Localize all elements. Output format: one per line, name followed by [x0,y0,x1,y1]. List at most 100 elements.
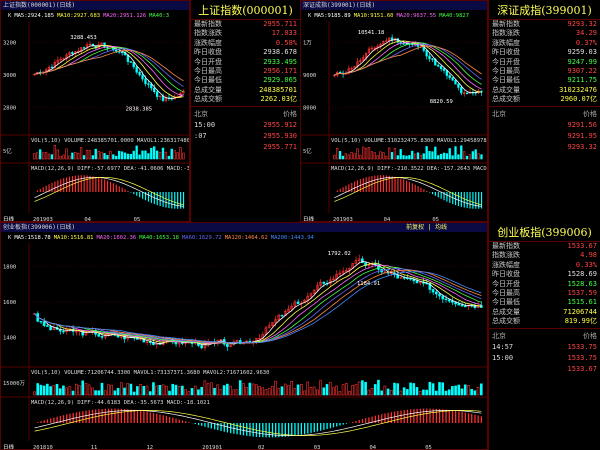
volume-bar [36,152,39,160]
volume-bar [190,388,194,396]
volume-bar [144,150,147,160]
candle [71,52,74,55]
candle [287,308,290,312]
quote-row: 昨日收盘 1528.69 [489,270,600,279]
volume-bar [71,152,74,160]
volume-bar [351,384,355,396]
y-axis-label: 1800 [3,265,16,271]
tick-price: 1533.75 [567,353,597,362]
quote-row: 今日开盘 2933.495 [191,58,300,67]
quote-label: 总成交量 [194,85,222,94]
candle [138,71,141,76]
quote-label: 总成交额 [492,317,520,326]
candle [444,298,448,301]
volume-bar [79,147,83,160]
volume-bar [33,153,36,160]
candle [100,42,103,46]
volume-bar [393,382,396,396]
volume-bar [431,151,434,160]
volume-bar [103,390,107,396]
candle [460,87,463,94]
volume-bar [306,381,310,396]
candle [120,51,124,54]
ma-line [334,45,482,76]
candle [148,341,152,343]
tick-price: 2955.930 [263,131,297,140]
low-price-label: 2838.385 [126,107,153,113]
chart-panel-chinext[interactable]: 创业板指(399006)(日线) 前复权 | 均线 K MA5:1518.78 MA1… [0,222,488,450]
quote-label: 今日最高 [194,66,222,75]
tick-time: 15:00 [194,120,216,129]
volume-bar [405,155,408,160]
volume-bar [182,152,185,160]
volume-bar [216,384,220,396]
volume-bar [39,149,42,160]
volume-bar [174,384,178,396]
candle [457,83,460,88]
volume-bar [357,381,361,396]
volume-bar [136,386,139,396]
candle [296,301,300,305]
volume-bar [245,387,248,396]
x-axis-label: 04 [84,217,91,222]
candle [141,74,144,80]
tick-list: 15:00 2955.912:07 2955.930 2955.771 [191,120,300,153]
volume-bar [434,146,437,160]
volume-bar [129,153,132,160]
volume-bar [283,383,287,396]
volume-bar [319,380,322,396]
volume-bar [177,386,181,396]
volume-bar [203,380,207,396]
quote-row: 涨跌幅度 0.37% [489,39,600,48]
volume-bar [361,380,364,396]
volume-bar [171,383,175,396]
quote-value: 2933.495 [263,57,297,66]
quote-value: 2938.678 [263,48,297,57]
y-axis-label: 1万 [303,40,312,47]
adjust-toggle[interactable]: 前复权 | 均线 [406,224,447,231]
volume-bar [119,382,123,396]
kline-chart-shenzhen[interactable]: K MA5:9185.89 MA10:9151.60 MA20:9637.55 MA40… [301,1,488,222]
volume-bar [97,390,101,396]
quote-label: 最新指数 [492,242,520,250]
quote-row: 指数涨跌 17.033 [191,29,300,38]
ma-line [334,38,482,94]
candle [454,302,457,305]
quote-value: 2955.711 [263,20,297,28]
volume-bar [232,389,236,396]
volume-bar [332,387,335,396]
kline-chart-shanghai[interactable]: K MA5:2924.185 MA10:2927.683 MA20:2951.126 M… [1,1,190,222]
volume-bar [399,390,403,396]
x-axis-label: 12 [147,445,154,450]
x-axis-label: 05 [134,217,141,222]
volume-bar [438,382,441,396]
tick-header: 北京 价格 [194,109,297,118]
volume-bar [480,154,483,160]
volume-bar [58,388,62,396]
quote-row: 今日开盘 1528.63 [489,280,600,289]
macd-line [34,410,482,436]
quote-value: 0.33% [575,260,597,269]
candle [235,340,239,343]
volume-bar [396,383,400,396]
kline-chart-chinext[interactable]: K MA5:1518.78 MA10:1516.81 MA20:1602.36 MA40… [1,223,488,450]
volume-bar [347,154,350,160]
chart-panel-shenzhen[interactable]: 深证成指(399001)(日线) K MA5:9185.89 MA10:9151.6… [300,0,488,222]
candle [451,77,454,81]
volume-bar [382,152,385,160]
quote-value: 819.99亿 [564,317,597,326]
volume-bar [370,151,373,160]
x-axis-label: 201903 [33,217,53,222]
candle [155,91,159,97]
tick-row: 2955.771 [191,142,300,153]
candle [364,52,368,58]
tick-row: 14:57 1533.75 [489,342,600,353]
quote-row: 总成交额 2262.03亿 [191,95,300,104]
volume-bar [206,383,210,396]
quote-label: 涨跌幅度 [492,260,520,269]
quote-panel-shanghai: 上证指数(000001) 最新指数 2955.711 指数涨跌 17.033 涨跌幅度 0… [190,0,300,222]
quote-label: 今日开盘 [194,57,222,66]
chart-panel-shanghai[interactable]: 上证指数(000001)(日线) K MA5:2924.185 MA10:2927.… [0,0,190,222]
y-axis-label: 3200 [3,41,16,47]
candle [293,301,297,307]
